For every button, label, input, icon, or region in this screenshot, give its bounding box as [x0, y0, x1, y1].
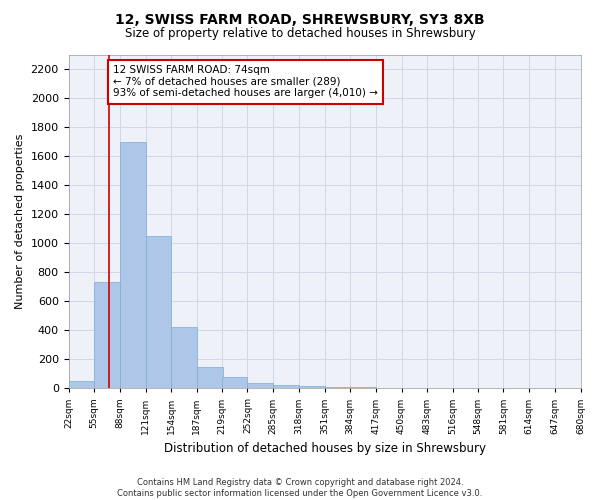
- Bar: [146, 236, 171, 388]
- Text: 12 SWISS FARM ROAD: 74sqm
← 7% of detached houses are smaller (289)
93% of semi-: 12 SWISS FARM ROAD: 74sqm ← 7% of detach…: [113, 65, 378, 98]
- Bar: [325, 387, 350, 388]
- X-axis label: Distribution of detached houses by size in Shrewsbury: Distribution of detached houses by size …: [164, 442, 485, 455]
- Bar: [197, 366, 223, 388]
- Y-axis label: Number of detached properties: Number of detached properties: [15, 134, 25, 310]
- Bar: [94, 282, 120, 389]
- Text: 12, SWISS FARM ROAD, SHREWSBURY, SY3 8XB: 12, SWISS FARM ROAD, SHREWSBURY, SY3 8XB: [115, 12, 485, 26]
- Bar: [68, 381, 94, 388]
- Text: Contains HM Land Registry data © Crown copyright and database right 2024.
Contai: Contains HM Land Registry data © Crown c…: [118, 478, 482, 498]
- Bar: [222, 378, 247, 388]
- Bar: [273, 384, 299, 388]
- Bar: [350, 387, 376, 388]
- Bar: [247, 383, 273, 388]
- Bar: [171, 328, 197, 388]
- Text: Size of property relative to detached houses in Shrewsbury: Size of property relative to detached ho…: [125, 28, 475, 40]
- Bar: [120, 142, 146, 388]
- Bar: [299, 386, 325, 388]
